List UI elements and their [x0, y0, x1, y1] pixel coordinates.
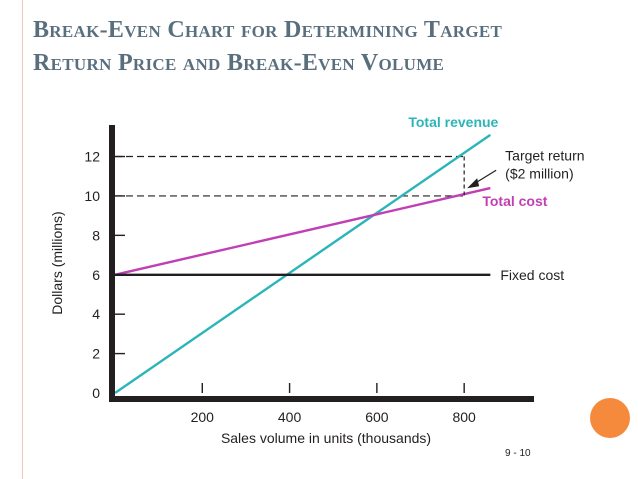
annotation-line-2: ($2 million)	[505, 166, 573, 182]
annotation-line-1: Target return	[505, 148, 584, 164]
total-cost-line	[114, 186, 491, 276]
x-axis-label: Sales volume in units (thousands)	[221, 430, 431, 446]
accent-dot	[590, 398, 630, 438]
labels: Dollars (millions) Sales volume in units…	[49, 211, 431, 446]
slide-title: Break-Even Chart for Determining Target …	[33, 14, 613, 80]
y-axis-label: Dollars (millions)	[49, 211, 65, 314]
y-tick-label-4: 4	[92, 306, 100, 322]
target-return-guides	[115, 155, 465, 197]
x-tick-label-200: 200	[191, 409, 215, 425]
x-tick-label-800: 800	[452, 409, 476, 425]
title-line-2: Return Price and Break-Even Volume	[33, 50, 445, 76]
annotation-arrowhead	[467, 178, 480, 189]
y-tick-label-0: 0	[92, 385, 100, 401]
total-revenue-label: Total revenue	[408, 114, 498, 130]
y-tick-label-2: 2	[92, 346, 100, 362]
series-lines: Total revenue Total cost Fixed cost	[114, 114, 564, 394]
total-cost-label: Total cost	[482, 193, 547, 209]
title-line-1: Break-Even Chart for Determining Target	[33, 17, 503, 43]
ticks: 0 2 4 6 8 10 12 200 400 600 800	[84, 149, 476, 425]
x-tick-label-400: 400	[278, 409, 302, 425]
y-tick-label-8: 8	[92, 227, 100, 243]
axes	[109, 125, 534, 402]
page-number: 9 - 10	[505, 448, 531, 459]
y-tick-label-6: 6	[92, 267, 100, 283]
x-tick-label-600: 600	[365, 409, 389, 425]
y-tick-label-12: 12	[84, 149, 100, 165]
y-tick-label-10: 10	[84, 188, 100, 204]
left-rule	[22, 0, 23, 479]
slide-accent-bullet	[590, 398, 638, 438]
fixed-cost-label: Fixed cost	[500, 267, 564, 283]
total-revenue-line	[114, 133, 492, 394]
target-return-annotation: Target return ($2 million)	[463, 148, 585, 196]
